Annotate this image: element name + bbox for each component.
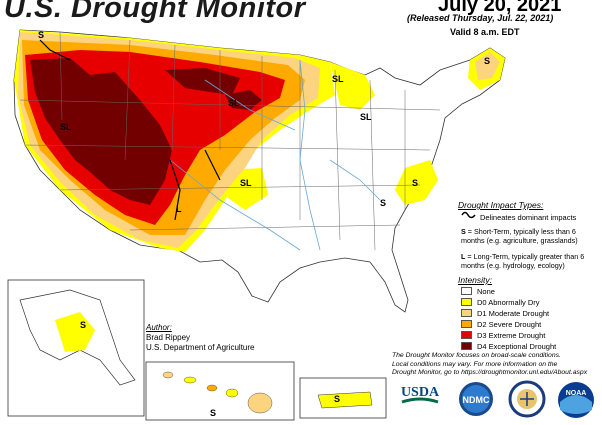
valid-time: Valid 8 a.m. EDT bbox=[450, 27, 520, 37]
svg-text:NOAA: NOAA bbox=[566, 390, 587, 397]
author-label: Author: bbox=[146, 323, 172, 332]
legend-label-d1: D1 Moderate Drought bbox=[477, 308, 550, 318]
legend-label-d2: D2 Severe Drought bbox=[477, 319, 542, 329]
rivers bbox=[169, 59, 381, 251]
impact-short-term: S = Short-Term, typically less than 6 mo… bbox=[461, 227, 601, 245]
map-label-s-1: S bbox=[38, 30, 44, 40]
map-label-s-hawaii: S bbox=[210, 408, 216, 418]
legend-row-d4: D4 Exceptional Drought bbox=[461, 341, 556, 351]
drought-d4-west bbox=[30, 58, 172, 205]
svg-text:USDA: USDA bbox=[401, 385, 440, 400]
legend-row-d2: D2 Severe Drought bbox=[461, 319, 556, 329]
map-label-sl-1: SL bbox=[60, 122, 72, 132]
drought-d1-northeast bbox=[475, 52, 500, 80]
drought-d0-upper-midwest bbox=[330, 62, 375, 110]
impact-long-term-key: L bbox=[461, 252, 466, 261]
page-title: U.S. Drought Monitor bbox=[4, 0, 306, 24]
legend-swatch-d4 bbox=[461, 342, 472, 350]
info-note-line3: Drought Monitor, go to https://droughtmo… bbox=[392, 369, 588, 376]
impact-long-term-text: = Long-Term, typically greater than 6 mo… bbox=[461, 252, 585, 270]
map-label-s-4: S bbox=[380, 198, 386, 208]
map-label-s-3: S bbox=[412, 178, 418, 188]
legend-label-d3: D3 Extreme Drought bbox=[477, 330, 546, 340]
legend-label-d0: D0 Abnormally Dry bbox=[477, 297, 540, 307]
puerto-rico-inset-frame bbox=[299, 377, 387, 419]
impact-legend-symbol bbox=[461, 211, 476, 219]
legend-label-d4: D4 Exceptional Drought bbox=[477, 341, 557, 351]
info-note-line2: Local conditions may vary. For more info… bbox=[392, 360, 558, 368]
author-org: U.S. Department of Agriculture bbox=[146, 343, 255, 352]
impact-short-term-key: S bbox=[461, 227, 466, 236]
impact-lines bbox=[39, 39, 221, 221]
info-note: The Drought Monitor focuses on broad-sca… bbox=[392, 352, 602, 378]
impact-long-term: L = Long-Term, typically greater than 6 … bbox=[461, 252, 601, 270]
legend-swatch-d0 bbox=[461, 298, 472, 306]
impact-dominant-row: Delineates dominant impacts bbox=[462, 213, 576, 222]
puerto-rico-shape bbox=[317, 391, 373, 409]
legend-row-d3: D3 Extreme Drought bbox=[461, 330, 556, 340]
map-label-sl-5: SL bbox=[240, 178, 252, 188]
map-date: July 20, 2021 bbox=[438, 0, 562, 16]
drought-d0-central bbox=[228, 168, 268, 210]
hawaii-inset-frame bbox=[145, 361, 295, 421]
author-block: Author: Brad Rippey U.S. Department of A… bbox=[146, 323, 255, 353]
info-note-line1: The Drought Monitor focuses on broad-sca… bbox=[392, 352, 561, 359]
usda-logo: USDA bbox=[398, 380, 442, 419]
map-label-sl-4: SL bbox=[360, 112, 372, 122]
map-label-l-1: L bbox=[176, 204, 182, 214]
map-label-s-2: S bbox=[484, 56, 490, 66]
map-label-s-alaska: S bbox=[80, 320, 86, 330]
doc-seal-logo bbox=[508, 380, 546, 423]
intensity-legend: None D0 Abnormally Dry D1 Moderate Droug… bbox=[461, 286, 556, 352]
author-name: Brad Rippey bbox=[146, 333, 191, 342]
drought-d0-midatlantic bbox=[395, 160, 438, 205]
legend-swatch-d3 bbox=[461, 331, 472, 339]
noaa-logo: NOAA bbox=[556, 380, 596, 425]
map-label-sl-3: SL bbox=[332, 74, 344, 84]
impact-short-term-text: = Short-Term, typically less than 6 mont… bbox=[461, 227, 578, 245]
ndmc-logo: NDMC bbox=[456, 380, 496, 423]
state-borders bbox=[19, 31, 441, 251]
map-label-sl-2: SL bbox=[228, 98, 240, 108]
legend-row-d0: D0 Abnormally Dry bbox=[461, 297, 556, 307]
legend-swatch-d2 bbox=[461, 320, 472, 328]
impact-types-title: Drought Impact Types: bbox=[458, 200, 544, 210]
hawaii-islands bbox=[162, 371, 273, 414]
svg-text:NDMC: NDMC bbox=[463, 395, 490, 405]
legend-row-d1: D1 Moderate Drought bbox=[461, 308, 556, 318]
legend-row-none: None bbox=[461, 286, 556, 296]
alaska-inset-frame bbox=[7, 279, 145, 417]
impact-dominant-text: Delineates dominant impacts bbox=[480, 213, 577, 222]
alaska-d0 bbox=[55, 312, 95, 352]
legend-swatch-none bbox=[461, 287, 472, 295]
map-label-s-pr: S bbox=[334, 394, 340, 404]
intensity-title: Intensity: bbox=[458, 275, 493, 285]
legend-label-none: None bbox=[477, 286, 495, 296]
drought-d4-northern bbox=[165, 68, 240, 95]
released-date: (Released Thursday, Jul. 22, 2021) bbox=[407, 13, 554, 23]
legend-swatch-d1 bbox=[461, 309, 472, 317]
